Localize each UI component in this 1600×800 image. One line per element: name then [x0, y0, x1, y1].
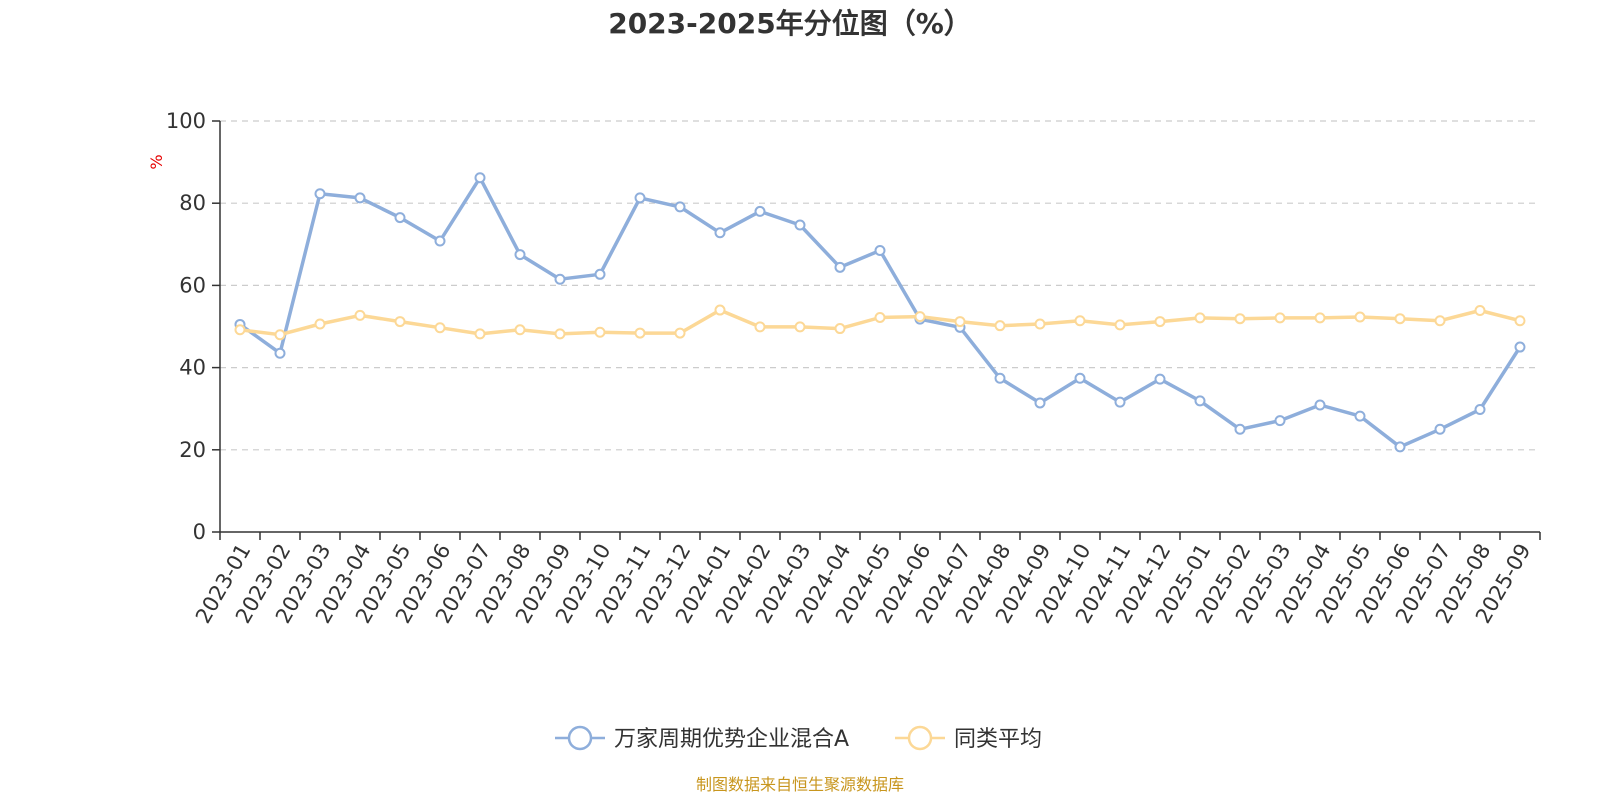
series-0-point [1394, 441, 1406, 453]
legend-label: 万家周期优势企业混合A [614, 727, 849, 752]
series-0-point [434, 235, 446, 247]
series-1-point [914, 311, 926, 323]
series-0-point [714, 227, 726, 239]
series-0-point [674, 201, 686, 213]
series-0-point [1114, 396, 1126, 408]
series-1-point [554, 328, 566, 340]
series-1-point [394, 316, 406, 328]
series-1-point [634, 327, 646, 339]
series-1-point [274, 329, 286, 341]
series-0-point [1354, 410, 1366, 422]
series [234, 172, 1526, 453]
series-1-point [1194, 312, 1206, 324]
grid-lines [220, 120, 1540, 451]
series-0-point [754, 205, 766, 217]
series-0-point [1194, 395, 1206, 407]
series-1-point [994, 320, 1006, 332]
series-0-point [394, 212, 406, 224]
series-0-point [554, 273, 566, 285]
series-0-point [1154, 373, 1166, 385]
series-0-point [1474, 404, 1486, 416]
series-1-point [754, 321, 766, 333]
source-note: 制图数据来自恒生聚源数据库 [696, 775, 904, 794]
series-0-point [1514, 341, 1526, 353]
series-1-point [1314, 312, 1326, 324]
series-0-point [514, 249, 526, 261]
series-1-point [954, 316, 966, 328]
legend-label: 同类平均 [954, 727, 1042, 752]
series-1-point [594, 326, 606, 338]
y-tick-label: 100 [166, 109, 206, 133]
legend-marker [907, 725, 933, 751]
legend-marker [567, 725, 593, 751]
series-1-point [1434, 315, 1446, 327]
y-tick-label: 40 [179, 356, 206, 380]
series-1-point [874, 311, 886, 323]
series-1-point [1154, 316, 1166, 328]
series-1-point [474, 328, 486, 340]
legend-item-1[interactable]: 同类平均 [895, 725, 1042, 752]
series-1-point [514, 324, 526, 336]
series-0-point [834, 261, 846, 273]
series-0-point [874, 244, 886, 256]
series-1-point [834, 323, 846, 335]
series-1-point [1074, 315, 1086, 327]
series-1-point [354, 309, 366, 321]
series-1-point [1114, 319, 1126, 331]
y-tick-label: 0 [193, 520, 206, 544]
series-1-point [1474, 304, 1486, 316]
series-0-point [1434, 423, 1446, 435]
axes: 0204060801002023-012023-022023-032023-04… [166, 109, 1541, 627]
chart-title: 2023-2025年分位图（%） [608, 7, 972, 40]
series-0-point [314, 188, 326, 200]
series-0-point [794, 219, 806, 231]
series-0-point [1034, 397, 1046, 409]
series-0-point [594, 268, 606, 280]
legend-item-0[interactable]: 万家周期优势企业混合A [555, 725, 849, 752]
y-tick-label: 80 [179, 191, 206, 215]
series-0-point [994, 372, 1006, 384]
series-0-point [474, 172, 486, 184]
series-1-point [1034, 318, 1046, 330]
series-1-point [674, 327, 686, 339]
series-1-point [794, 321, 806, 333]
series-1-point [1234, 313, 1246, 325]
y-tick-label: 60 [179, 273, 206, 297]
series-0-point [634, 192, 646, 204]
series-0-point [1314, 399, 1326, 411]
series-0-point [1074, 372, 1086, 384]
series-1-point [1274, 312, 1286, 324]
series-0-point [1274, 415, 1286, 427]
series-1-point [1514, 315, 1526, 327]
legend[interactable]: 万家周期优势企业混合A 同类平均 [555, 725, 1042, 752]
y-tick-label: 20 [179, 438, 206, 462]
series-1-point [714, 304, 726, 316]
y-axis-label: % [147, 154, 166, 169]
series-1-point [314, 318, 326, 330]
series-1-point [234, 324, 246, 336]
series-1-point [434, 322, 446, 334]
series-0-point [1234, 423, 1246, 435]
series-1-point [1394, 313, 1406, 325]
series-0-point [274, 347, 286, 359]
series-0-point [354, 192, 366, 204]
series-1-point [1354, 311, 1366, 323]
